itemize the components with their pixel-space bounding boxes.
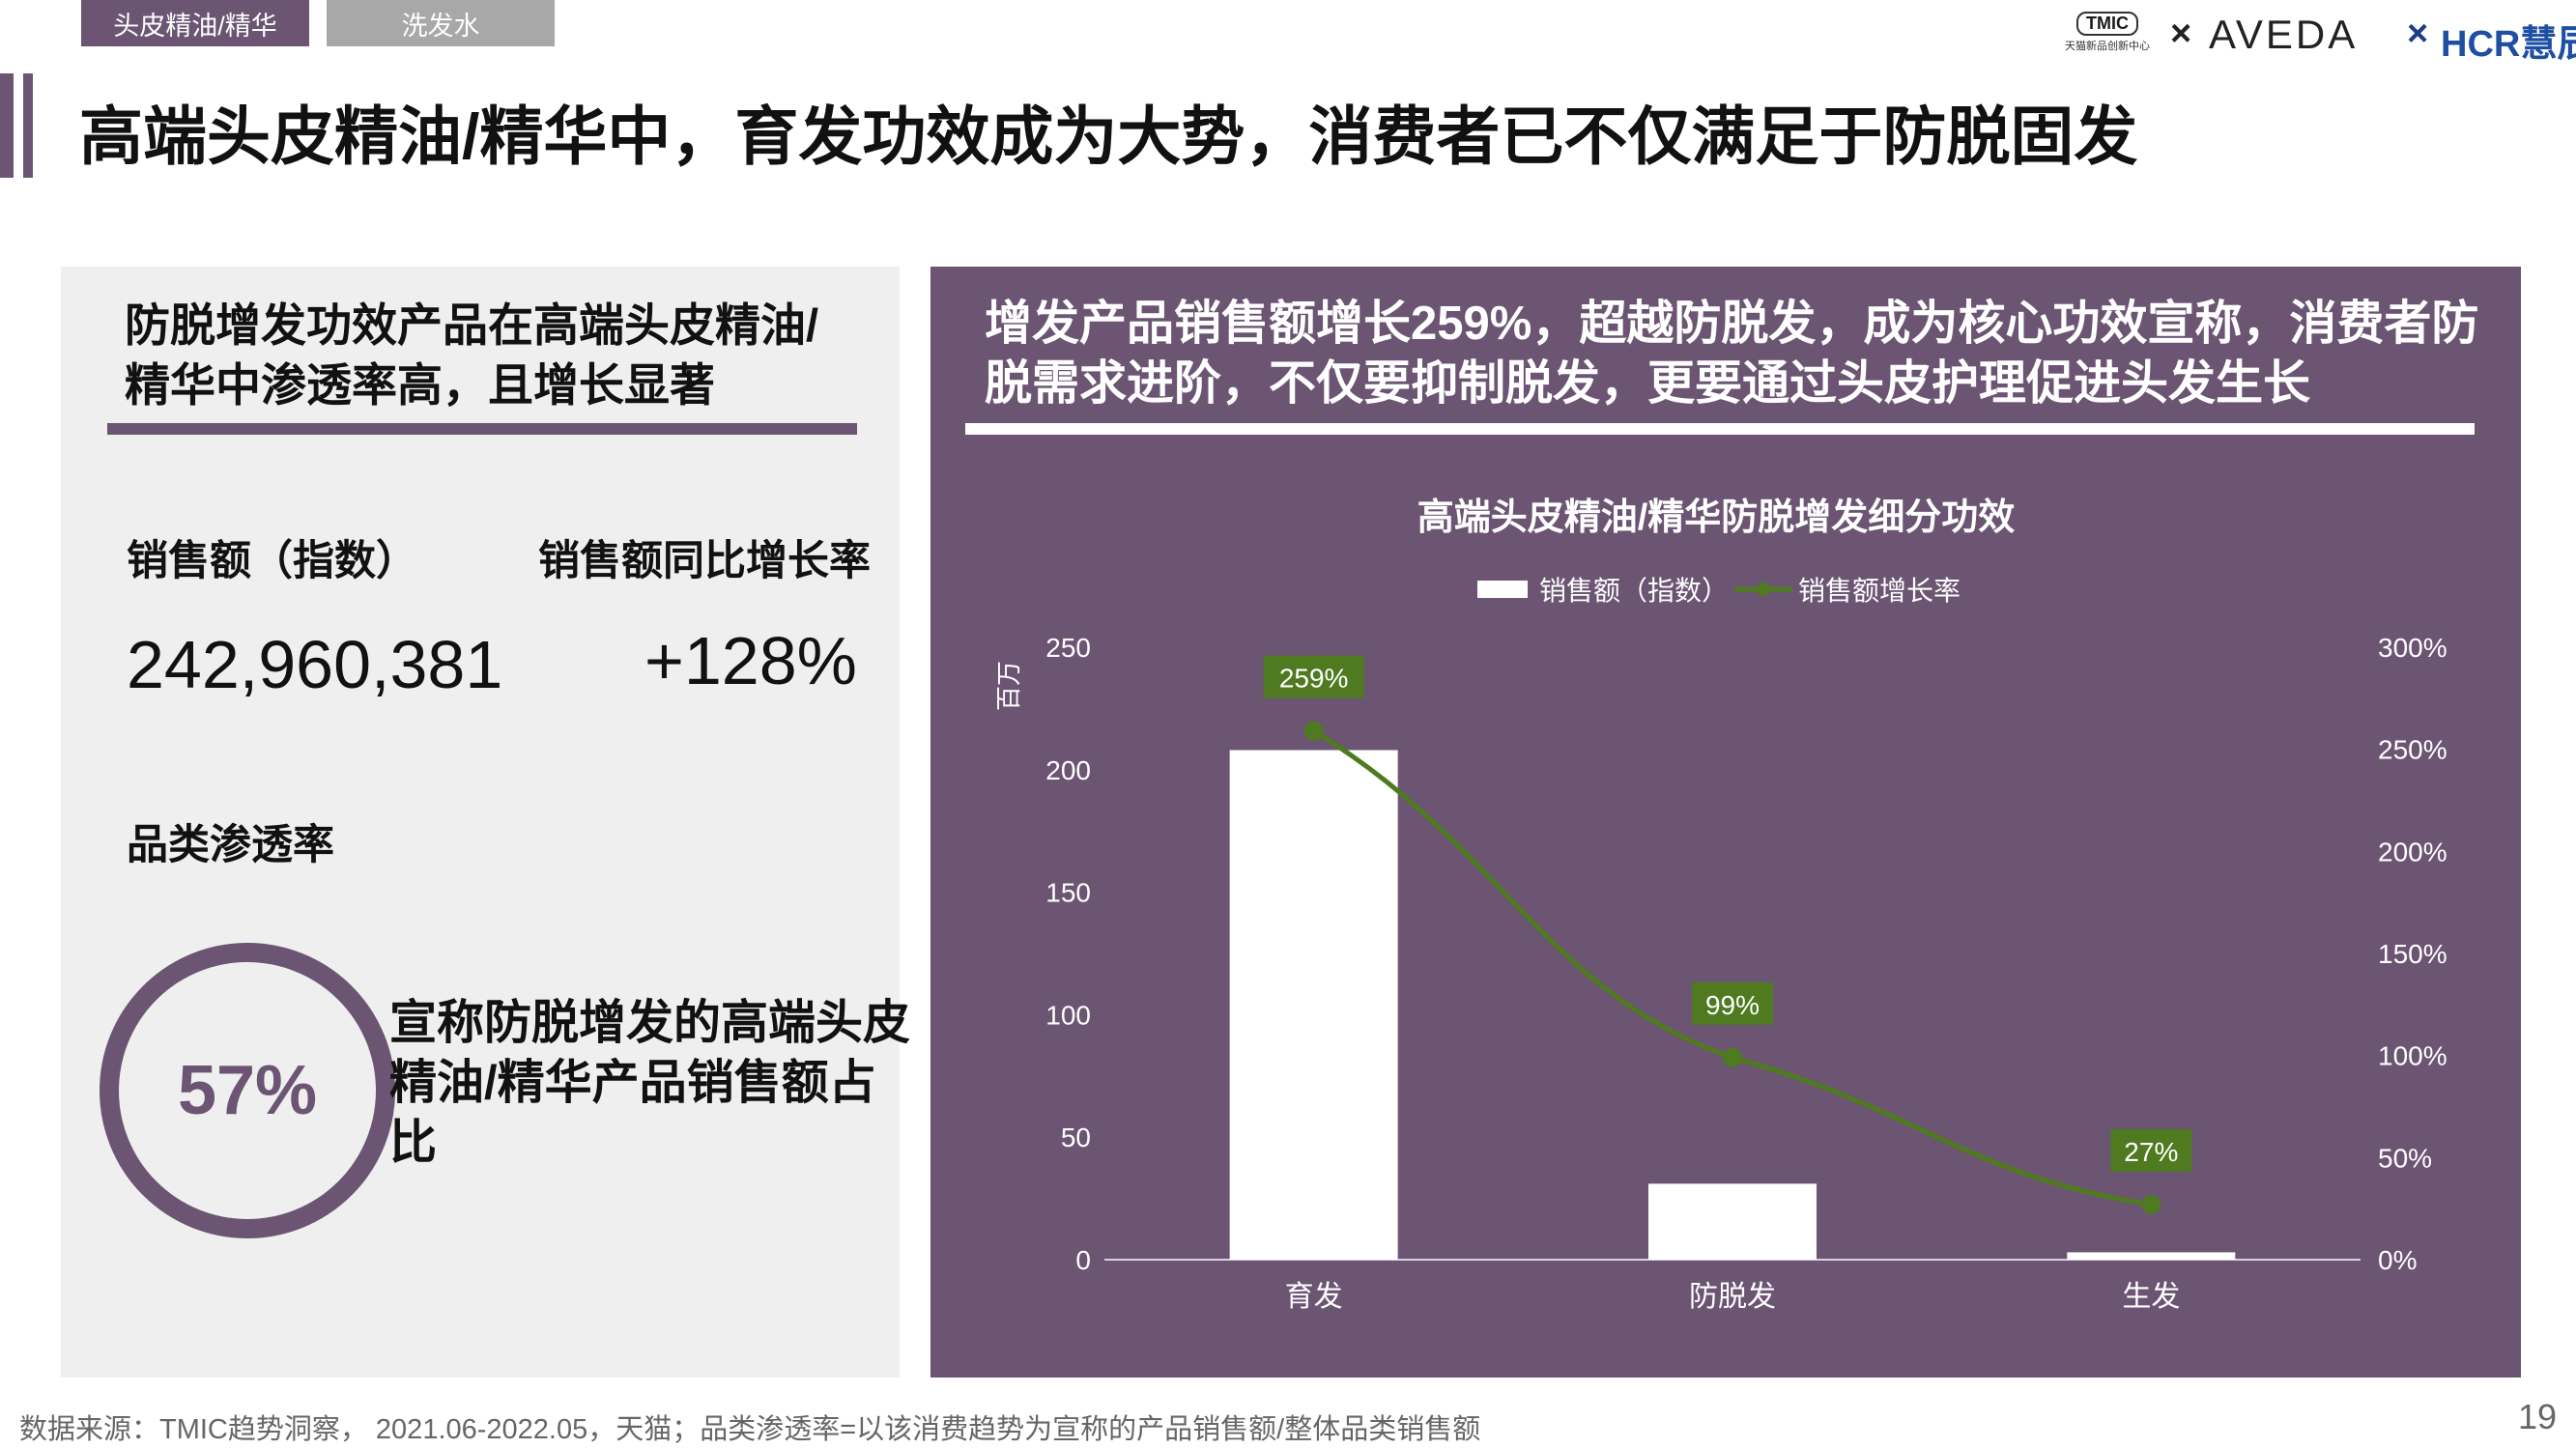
y2-tick-label: 100% [2378,1041,2447,1071]
cross-icon: × [2407,14,2429,54]
page-title: 高端头皮精油/精华中，育发功效成为大势，消费者已不仅满足于防脱固发 [79,100,2138,172]
footer-source: 数据来源：TMIC趋势洞察， 2021.06-2022.05，天猫；品类渗透率=… [19,1414,1481,1445]
growth-line [1312,728,2152,1208]
x-tick-label: 防脱发 [1689,1281,1776,1313]
tab-shampoo[interactable]: 洗发水 [327,0,555,46]
data-label-box [2110,1128,2192,1172]
cross-icon: × [2170,14,2192,54]
y-tick-label: 50 [1061,1122,1091,1152]
y-axis-label: 百万 [994,661,1023,711]
bar [1648,1183,1817,1260]
y-tick-label: 250 [1045,633,1091,663]
growth-value: +128% [644,623,857,698]
legend-bar-swatch [1477,581,1528,598]
growth-label: 销售额同比增长率 [538,538,871,584]
sales-label: 销售额（指数） [127,538,417,584]
bar [1229,750,1398,1260]
growth-point [1303,721,1324,741]
page-number: 19 [2517,1397,2557,1436]
data-label: 27% [2124,1137,2178,1167]
legend-line-marker [1757,582,1770,596]
title-accent-bar [23,73,33,178]
y-tick-label: 200 [1045,755,1091,785]
penetration-ring: 57% [100,943,395,1238]
legend-line-label: 销售额增长率 [1798,576,1961,606]
sales-value: 242,960,381 [127,627,503,702]
penetration-description: 宣称防脱增发的高端头皮精油/精华产品销售额占比 [389,997,911,1169]
y2-tick-label: 250% [2378,735,2447,765]
heading-underline [107,423,857,435]
y-tick-label: 0 [1075,1245,1091,1275]
tab-scalp-essence[interactable]: 头皮精油/精华 [81,0,309,46]
summary-heading: 防脱增发功效产品在高端头皮精油/精华中渗透率高，且增长显著 [125,299,819,411]
summary-panel: 防脱增发功效产品在高端头皮精油/精华中渗透率高，且增长显著 销售额（指数） 销售… [61,267,910,1378]
growth-point [1723,1047,1742,1067]
chart-title: 高端头皮精油/精华防脱增发细分功效 [1417,497,2016,538]
x-tick-label: 生发 [2122,1281,2180,1313]
y-tick-label: 100 [1045,1000,1091,1030]
partner-logos: TMIC 天猫新品创新中心 × AVEDA × HCR慧辰 [2054,8,2576,66]
data-label-box [1263,655,1364,698]
data-label: 99% [1705,990,1760,1020]
y2-tick-label: 300% [2378,633,2447,663]
data-label: 259% [1279,664,1349,694]
title-accent-bar [0,73,14,178]
y2-tick-label: 0% [2378,1245,2417,1275]
x-tick-label: 育发 [1285,1281,1343,1313]
penetration-label: 品类渗透率 [127,822,334,868]
heading-underline [965,423,2475,435]
chart-panel-heading: 增发产品销售额增长259%，超越防脱发，成为核心功效宣称，消费者防脱需求进阶，不… [985,298,2479,410]
growth-point [2141,1194,2161,1214]
y2-tick-label: 150% [2378,939,2447,969]
data-label-box [1692,981,1773,1025]
bar [2067,1252,2236,1260]
tmic-logo: TMIC 天猫新品创新中心 [2065,12,2150,52]
y2-tick-label: 50% [2378,1143,2432,1173]
y-tick-label: 150 [1045,878,1091,908]
legend-bar-label: 销售额（指数） [1539,576,1729,606]
hcr-logo: HCR慧辰 [2441,24,2576,65]
aveda-logo: AVEDA [2209,12,2359,57]
penetration-value: 57% [177,1052,318,1129]
chart-panel: 增发产品销售额增长259%，超越防脱发，成为核心功效宣称，消费者防脱需求进阶，不… [930,267,2521,1378]
y2-tick-label: 200% [2378,837,2447,867]
